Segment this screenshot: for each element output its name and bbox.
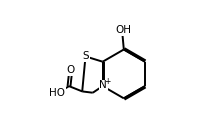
Text: N: N bbox=[99, 81, 107, 90]
Text: +: + bbox=[104, 77, 110, 86]
Text: O: O bbox=[67, 65, 75, 75]
Text: S: S bbox=[82, 51, 89, 61]
Text: OH: OH bbox=[116, 25, 132, 35]
Text: HO: HO bbox=[49, 88, 65, 98]
